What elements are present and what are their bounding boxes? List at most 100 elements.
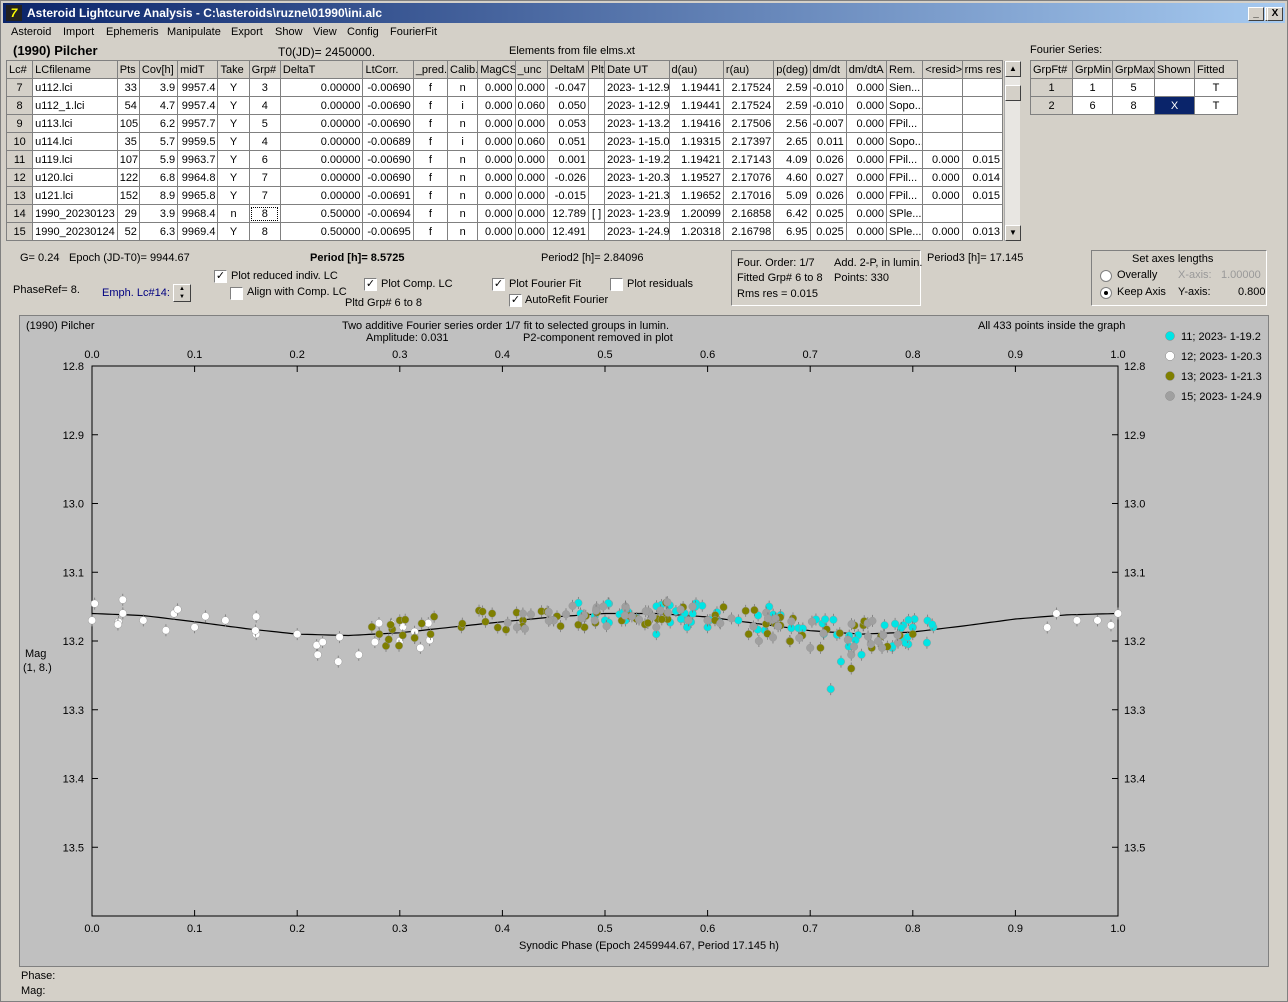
menu-show[interactable]: Show (275, 26, 303, 38)
plot-reduced-checkbox[interactable]: ✓ (214, 270, 227, 283)
table-cell[interactable]: u114.lci (32, 132, 118, 151)
column-header[interactable]: dm/dtA (845, 60, 888, 79)
table-cell[interactable]: 11 (5, 150, 34, 169)
table-cell[interactable]: 2023- 1-20.3 (604, 168, 670, 187)
table-cell[interactable] (587, 150, 606, 169)
table-cell[interactable]: 0.000 (845, 96, 888, 115)
table-cell[interactable] (961, 78, 1004, 97)
table-cell[interactable]: 0.000 (922, 222, 963, 241)
period3-value[interactable]: Period3 [h]= 17.145 (927, 252, 1024, 264)
table-cell[interactable]: 2.17506 (722, 114, 775, 133)
column-header[interactable]: Plt (587, 60, 606, 79)
table-cell[interactable]: 0.000 (514, 114, 548, 133)
table-cell[interactable] (961, 114, 1004, 133)
table-cell[interactable]: 2.17076 (722, 168, 775, 187)
table-cell[interactable]: 2.16798 (722, 222, 775, 241)
table-cell[interactable]: Y (217, 78, 250, 97)
table-cell[interactable]: f (412, 96, 449, 115)
column-header[interactable]: DeltaT (279, 60, 364, 79)
table-cell[interactable]: 9969.4 (177, 222, 219, 241)
table-cell[interactable]: 2.59 (773, 96, 811, 115)
table-cell[interactable]: 5 (248, 114, 281, 133)
period2-value[interactable]: Period2 [h]= 2.84096 (541, 252, 644, 264)
table-cell[interactable]: 14 (5, 204, 34, 223)
fourier-cell[interactable]: T (1194, 96, 1238, 115)
table-cell[interactable] (961, 132, 1004, 151)
table-cell[interactable]: n (447, 168, 479, 187)
plot-residuals-checkbox[interactable] (610, 278, 623, 291)
table-cell[interactable]: 0.050 (546, 96, 590, 115)
table-cell[interactable]: f (412, 132, 449, 151)
table-cell[interactable]: 0.000 (845, 222, 888, 241)
table-cell[interactable]: 0.014 (961, 168, 1004, 187)
table-cell[interactable]: 9965.8 (177, 186, 219, 205)
table-cell[interactable]: 5.09 (773, 186, 811, 205)
table-cell[interactable]: 2023- 1-15.0 (604, 132, 670, 151)
table-cell[interactable]: 29 (116, 204, 140, 223)
lightcurve-plot-svg[interactable]: 0.0 0.0 0.1 0.1 0.2 0.2 0.3 0.3 0.4 0.4 0.5 0.5 0.6 0… (20, 316, 1268, 966)
table-cell[interactable]: 0.000 (477, 168, 516, 187)
table-cell[interactable]: 0.000 (514, 186, 548, 205)
column-header[interactable]: dm/dt (809, 60, 847, 79)
table-cell[interactable]: 2.56 (773, 114, 811, 133)
table-cell[interactable]: 0.00000 (279, 114, 364, 133)
menu-manipulate[interactable]: Manipulate (167, 26, 221, 38)
table-cell[interactable]: 3.9 (138, 204, 179, 223)
table-row[interactable]: 10 u114.lci 35 5.7 9959.5 Y 4 0.00000 -0.00689 f i… (5, 132, 1004, 151)
table-cell[interactable]: 0.000 (514, 78, 548, 97)
table-cell[interactable]: 0.00000 (279, 150, 364, 169)
table-cell[interactable]: 0.000 (922, 168, 963, 187)
column-header[interactable]: Calib. (447, 60, 479, 79)
table-cell[interactable] (587, 186, 606, 205)
table-cell[interactable]: n (447, 222, 479, 241)
table-cell[interactable]: 0.000 (477, 78, 516, 97)
table-cell[interactable]: 8 (5, 96, 34, 115)
plot-comp-checkbox[interactable]: ✓ (364, 278, 377, 291)
table-row[interactable]: 13 u121.lci 152 8.9 9965.8 Y 7 0.00000 -0.00691 f… (5, 186, 1004, 205)
table-cell[interactable]: 9963.7 (177, 150, 219, 169)
table-cell[interactable]: 9957.4 (177, 78, 219, 97)
table-cell[interactable]: 1.19652 (668, 186, 724, 205)
table-cell[interactable] (922, 132, 963, 151)
lightcurve-table[interactable]: Lc# LCfilename Pts Cov[h] midT Take Grp# DeltaT… (5, 60, 1004, 241)
lightcurve-plot[interactable]: 0.0 0.0 0.1 0.1 0.2 0.2 0.3 0.3 0.4 0.4 0.5 0.5 0.6 0… (19, 315, 1269, 967)
table-cell[interactable] (961, 96, 1004, 115)
table-cell[interactable]: 2.16858 (722, 204, 775, 223)
fourier-cell[interactable]: 8 (1112, 96, 1155, 115)
table-cell[interactable]: 0.060 (514, 132, 548, 151)
table-cell[interactable]: f (412, 78, 449, 97)
table-cell[interactable]: 0.000 (514, 222, 548, 241)
table-cell[interactable]: 0.051 (546, 132, 590, 151)
table-cell[interactable]: 0.015 (961, 150, 1004, 169)
table-cell[interactable] (922, 204, 963, 223)
table-cell[interactable]: u112.lci (32, 78, 118, 97)
table-cell[interactable]: -0.026 (546, 168, 590, 187)
table-cell[interactable] (587, 114, 606, 133)
table-cell[interactable]: n (447, 114, 479, 133)
table-cell[interactable]: 4.7 (138, 96, 179, 115)
table-cell[interactable]: 9968.4 (177, 204, 219, 223)
column-header[interactable]: LCfilename (32, 60, 118, 79)
table-cell[interactable]: 0.026 (809, 186, 847, 205)
table-cell[interactable]: 0.000 (845, 168, 888, 187)
table-cell[interactable]: 10 (5, 132, 34, 151)
table-cell[interactable]: 3.9 (138, 78, 179, 97)
table-cell[interactable]: 2.59 (773, 78, 811, 97)
table-cell[interactable]: Y (217, 168, 250, 187)
table-cell[interactable]: 2023- 1-12.9 (604, 96, 670, 115)
table-cell[interactable]: f (412, 114, 449, 133)
close-button[interactable]: X (1267, 7, 1283, 21)
column-header[interactable]: d(au) (668, 60, 724, 79)
column-header[interactable]: _pred. (412, 60, 449, 79)
table-row[interactable]: 7 u112.lci 33 3.9 9957.4 Y 3 0.00000 -0.00690 f n 0… (5, 78, 1004, 97)
menu-export[interactable]: Export (231, 26, 263, 38)
table-cell[interactable]: 5.9 (138, 150, 179, 169)
table-cell[interactable]: SPle... (886, 204, 924, 223)
table-cell[interactable]: 0.00000 (279, 96, 364, 115)
autorefit-checkbox[interactable]: ✓ (509, 294, 522, 307)
table-cell[interactable]: -0.00694 (362, 204, 414, 223)
table-cell[interactable]: 0.000 (922, 186, 963, 205)
table-cell[interactable]: Sopo... (886, 96, 924, 115)
table-row[interactable]: 14 1990_20230123 29 3.9 9968.4 n 8 0.50000 -0.00… (5, 204, 1004, 223)
table-cell[interactable]: 15 (5, 222, 34, 241)
